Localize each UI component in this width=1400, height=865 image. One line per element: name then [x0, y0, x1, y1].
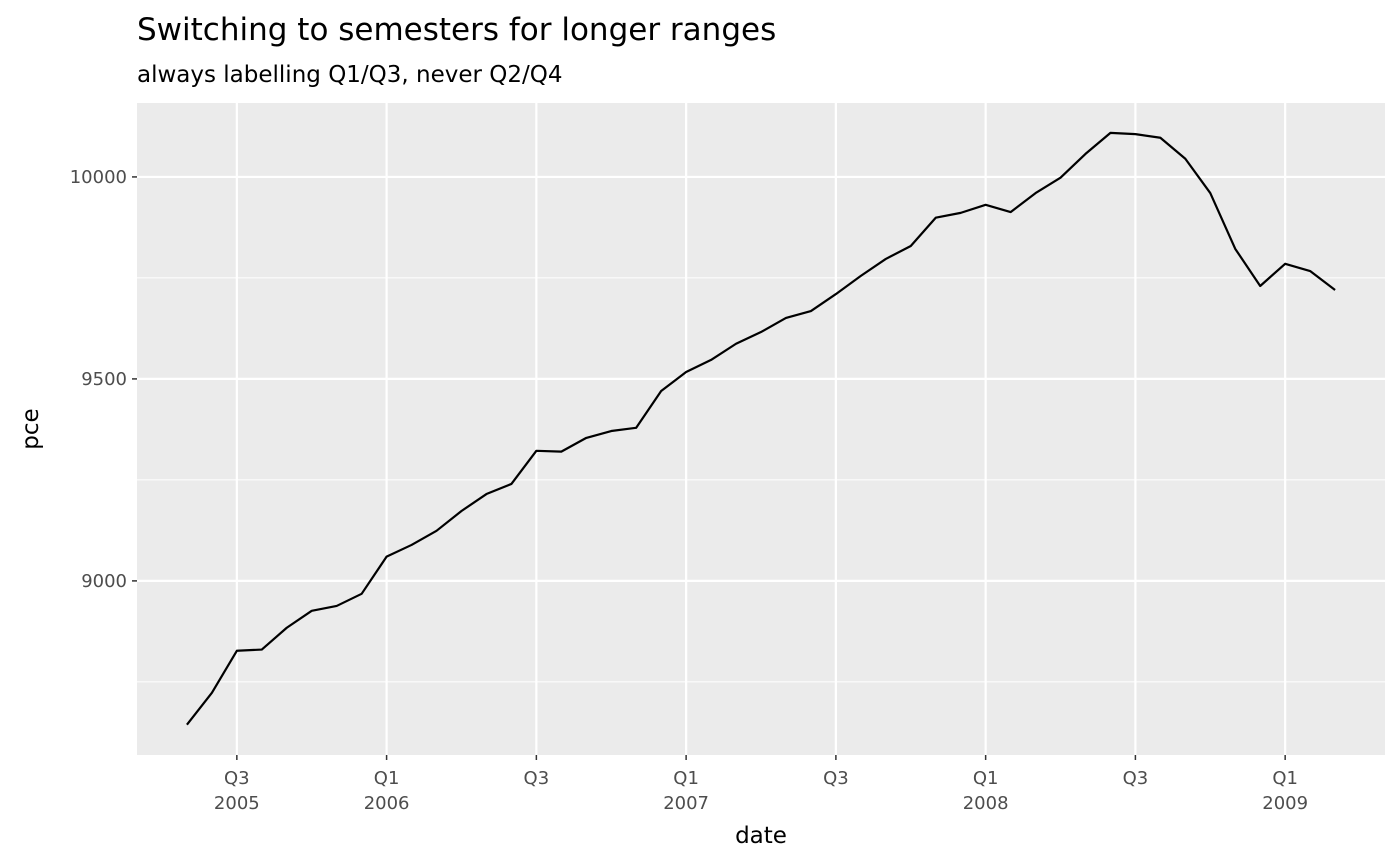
x-tick-label: Q3: [1123, 768, 1149, 789]
line: [186, 131, 1336, 726]
panel: [137, 103, 1385, 755]
x-tick-label: Q1 2006: [364, 768, 410, 814]
x-tick-label: Q3: [524, 768, 550, 789]
x-tick-label-line: Q3: [524, 768, 550, 789]
y-tick-label: 9000: [81, 571, 127, 592]
x-tick-label-line: Q3: [823, 768, 849, 789]
x-tick-label-line: Q1: [1272, 768, 1298, 789]
y-tick-label: 10000: [70, 167, 127, 188]
x-tick-label-line: Q1: [374, 768, 400, 789]
x-tick-label: Q3: [823, 768, 849, 789]
x-tick-label-line: Q1: [673, 768, 699, 789]
x-tick-label-line: 2009: [1262, 793, 1308, 814]
x-tick-label-line: Q1: [973, 768, 999, 789]
x-tick-label: Q1 2009: [1262, 768, 1308, 814]
y-tick-label: 9500: [81, 369, 127, 390]
x-tick-label: Q1 2007: [663, 768, 709, 814]
chart-subtitle: always labelling Q1/Q3, never Q2/Q4: [137, 62, 563, 88]
x-tick-label-line: Q3: [224, 768, 250, 789]
chart-title: Switching to semesters for longer ranges: [137, 12, 776, 48]
x-tick-label: Q1 2008: [963, 768, 1009, 814]
x-tick-label: Q3 2005: [214, 768, 260, 814]
x-tick-label-line: 2007: [663, 793, 709, 814]
x-tick-label-line: 2005: [214, 793, 260, 814]
x-tick-label-line: Q3: [1123, 768, 1149, 789]
x-tick-label-line: 2008: [963, 793, 1009, 814]
x-axis-title: date: [735, 823, 787, 849]
y-axis-title: pce: [18, 408, 44, 449]
x-tick-label-line: 2006: [364, 793, 410, 814]
